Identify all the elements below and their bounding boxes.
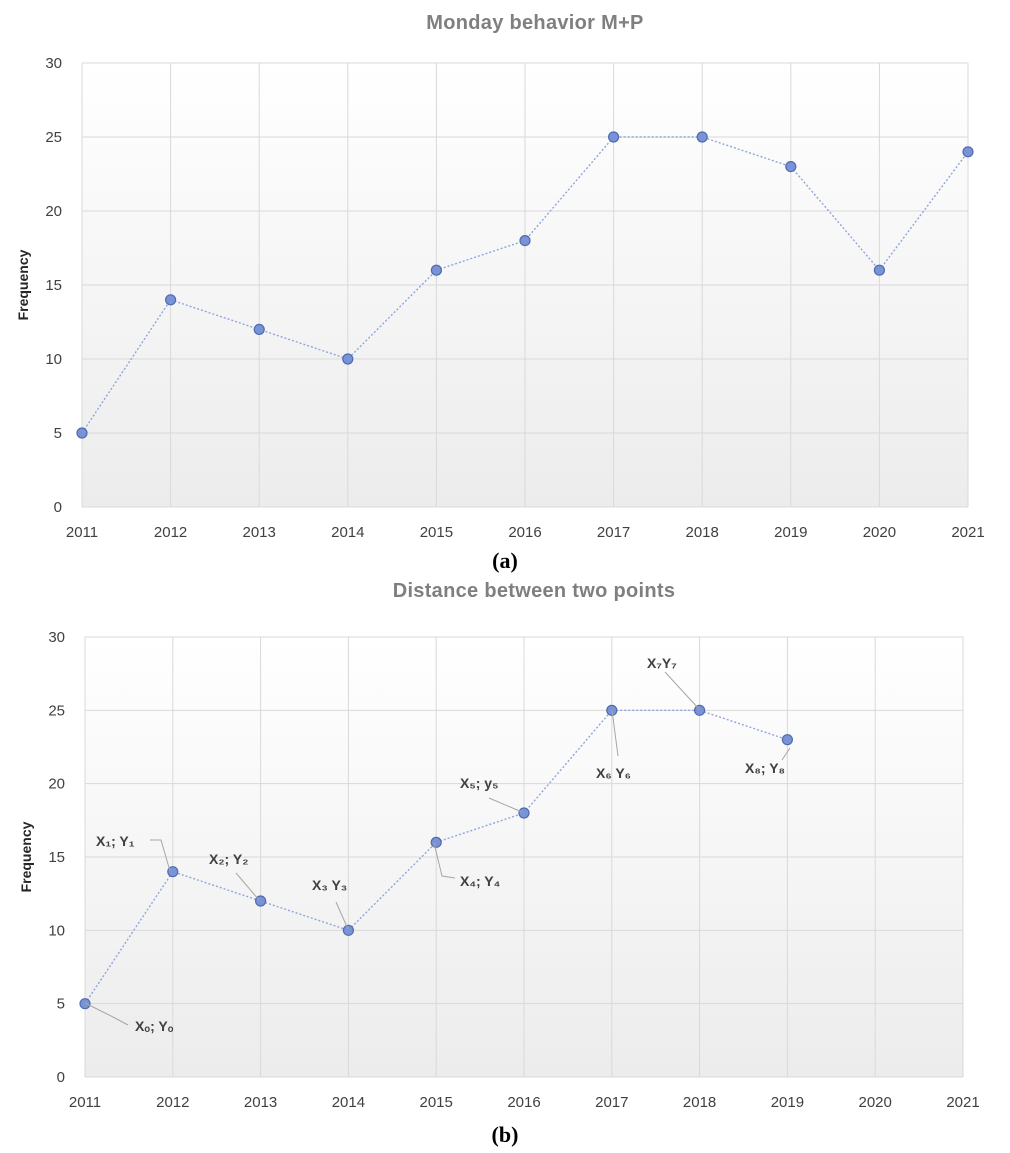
x-tick-label: 2015 <box>420 1094 453 1111</box>
x-tick-label: 2015 <box>420 524 453 541</box>
y-tick-label: 15 <box>48 849 65 866</box>
x-tick-label: 2016 <box>507 1094 540 1111</box>
y-tick-label: 0 <box>54 499 62 516</box>
point-annotation: X₁; Y₁ <box>96 833 135 849</box>
point-annotation: Xₒ; Yₒ <box>135 1018 174 1034</box>
data-point <box>76 427 88 439</box>
chart-b: Distance between two points 0 5 10 15 20 25 30 2… <box>18 580 980 1147</box>
x-tick-label: 2018 <box>686 524 719 541</box>
y-tick-label: 20 <box>48 776 65 793</box>
data-point <box>962 146 974 158</box>
x-tick-label: 2017 <box>595 1094 628 1111</box>
y-tick-label: 25 <box>48 702 65 719</box>
chart-title: Distance between two points <box>393 580 676 602</box>
x-tick-label: 2019 <box>771 1094 804 1111</box>
data-point <box>167 866 179 878</box>
y-tick-label: 10 <box>48 922 65 939</box>
series-line <box>84 709 788 1005</box>
figure-caption: (b) <box>492 1122 519 1147</box>
point-annotation: X₅; y₅ <box>460 775 499 791</box>
data-point <box>693 704 706 716</box>
x-tick-label: 2021 <box>946 1094 979 1111</box>
data-point <box>781 734 794 746</box>
data-point <box>519 235 531 247</box>
annotation-leader <box>781 747 791 761</box>
x-tick-label: 2020 <box>863 524 896 541</box>
y-tick-label: 10 <box>45 351 62 368</box>
data-point <box>430 264 442 276</box>
y-tick-label: 15 <box>45 277 62 294</box>
y-tick-label: 0 <box>57 1069 65 1086</box>
y-tick-label: 30 <box>45 55 62 72</box>
x-tick-label: 2019 <box>774 524 807 541</box>
y-axis-label: Frequency <box>15 249 31 320</box>
annotation-leader <box>433 842 456 879</box>
x-tick-label: 2016 <box>508 524 541 541</box>
chart-title: Monday behavior M+P <box>426 12 643 34</box>
x-tick-label: 2013 <box>244 1094 277 1111</box>
x-tick-label: 2011 <box>66 524 98 541</box>
x-tick-label: 2021 <box>951 524 984 541</box>
data-point <box>696 131 708 143</box>
y-tick-label: 25 <box>45 129 62 146</box>
annotation-leader <box>611 709 619 757</box>
annotation-leader <box>235 872 260 901</box>
data-point <box>785 161 797 173</box>
point-annotation: X₈; Y₈ <box>745 760 785 776</box>
x-tick-label: 2012 <box>154 524 187 541</box>
annotation-leader <box>84 1002 129 1026</box>
data-point <box>607 131 620 143</box>
point-annotation: X₆ Y₆ <box>596 765 631 781</box>
annotation-leader <box>664 671 700 710</box>
x-tick-label: 2011 <box>69 1094 101 1111</box>
y-tick-label: 5 <box>54 425 62 442</box>
x-tick-label: 2014 <box>332 1094 365 1111</box>
x-tick-label: 2012 <box>156 1094 189 1111</box>
x-tick-label: 2020 <box>859 1094 892 1111</box>
data-point <box>873 264 886 276</box>
data-point <box>342 353 354 365</box>
chart-a: Monday behavior M+P 0 5 10 15 20 25 30 2011 2012 2… <box>15 12 985 573</box>
data-point <box>253 323 265 335</box>
data-point <box>518 807 530 819</box>
point-annotation: X₃ Y₃ <box>312 877 347 893</box>
data-point <box>430 836 442 848</box>
data-point <box>342 924 354 936</box>
y-axis-label: Frequency <box>18 821 34 892</box>
data-point <box>165 294 177 306</box>
y-tick-label: 30 <box>48 629 65 646</box>
y-tick-label: 5 <box>57 996 65 1013</box>
x-tick-label: 2014 <box>331 524 364 541</box>
x-tick-label: 2018 <box>683 1094 716 1111</box>
point-annotation: X₄; Y₄ <box>460 873 500 889</box>
point-annotation: X₂; Y₂ <box>209 851 248 867</box>
x-tick-label: 2013 <box>243 524 276 541</box>
point-annotation: X₇Y₇ <box>647 655 677 671</box>
annotation-leader <box>335 901 349 930</box>
y-tick-label: 20 <box>45 203 62 220</box>
x-tick-label: 2017 <box>597 524 630 541</box>
annotation-leader <box>150 839 171 872</box>
data-point <box>79 998 91 1010</box>
figure-caption: (a) <box>492 548 518 573</box>
annotation-leader <box>488 797 523 813</box>
